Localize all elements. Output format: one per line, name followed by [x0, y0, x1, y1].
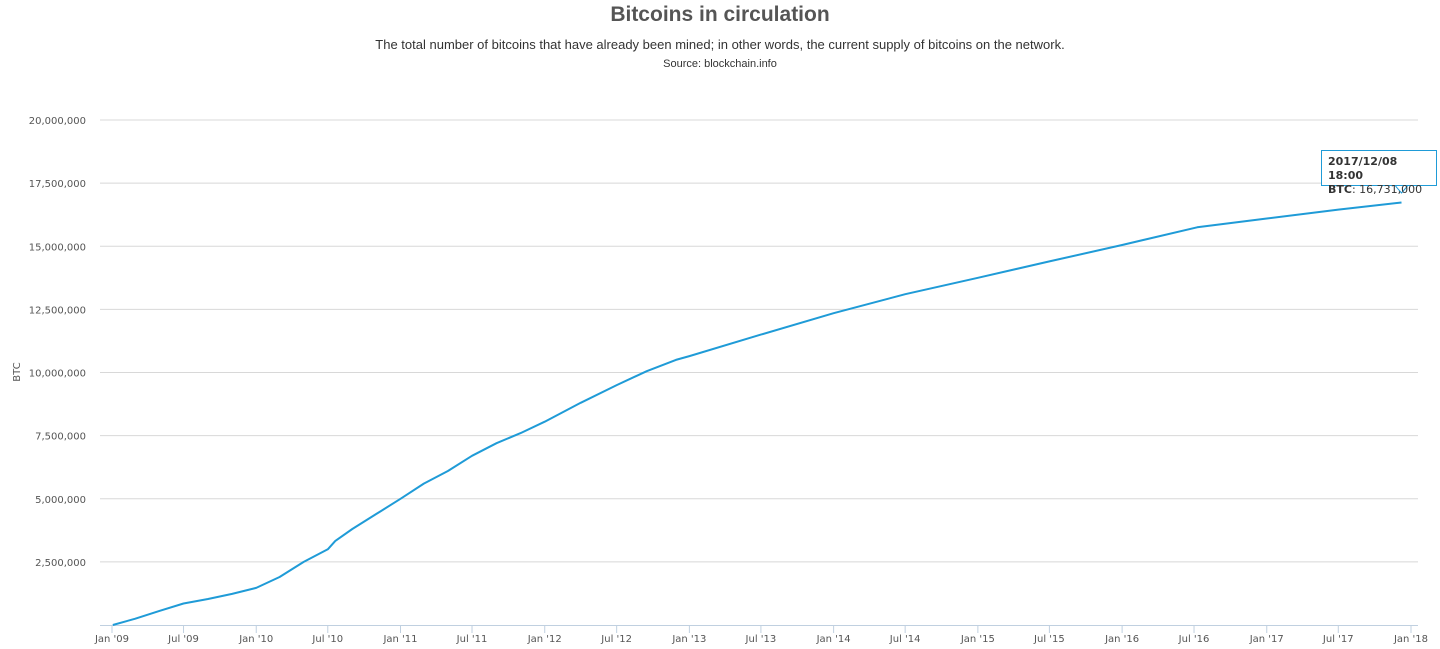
y-tick-label: 5,000,000 [35, 495, 86, 506]
x-tick-label: Jan '13 [671, 634, 706, 645]
tooltip: 2017/12/08 18:00 BTC: 16,731,000 [1321, 150, 1437, 196]
chart-source: Source: blockchain.info [663, 58, 777, 70]
x-tick-label: Jan '17 [1249, 634, 1284, 645]
tooltip-pointer [1395, 185, 1408, 194]
tooltip-value: 16,731,000 [1359, 183, 1423, 196]
x-tick-label: Jul '17 [1322, 634, 1354, 645]
x-tick-label: Jul '13 [745, 634, 777, 645]
x-tick-label: Jul '11 [456, 634, 488, 645]
x-tick-label: Jul '10 [311, 634, 343, 645]
chart-subtitle: The total number of bitcoins that have a… [375, 37, 1065, 52]
tooltip-date: 2017/12/08 18:00 [1328, 155, 1398, 182]
x-tick-label: Jul '15 [1033, 634, 1065, 645]
x-tick-label: Jan '11 [382, 634, 417, 645]
y-tick-label: 12,500,000 [29, 305, 86, 316]
y-tick-label: 15,000,000 [29, 242, 86, 253]
tooltip-series-label: BTC [1328, 183, 1352, 196]
chart-title: Bitcoins in circulation [610, 3, 830, 26]
x-tick-label: Jan '15 [960, 634, 995, 645]
y-axis-title: BTC [12, 362, 23, 381]
series-line-btc [112, 201, 1402, 626]
y-tick-label: 17,500,000 [29, 179, 86, 190]
x-tick-label: Jul '14 [889, 634, 921, 645]
x-tick-label: Jan '12 [527, 634, 562, 645]
y-tick-label: 2,500,000 [35, 558, 86, 569]
x-tick-label: Jan '16 [1104, 634, 1139, 645]
x-tick-label: Jul '09 [167, 634, 199, 645]
x-tick-label: Jan '14 [816, 634, 851, 645]
x-tick-label: Jul '16 [1178, 634, 1210, 645]
x-tick-label: Jan '10 [238, 634, 273, 645]
y-tick-label: 10,000,000 [29, 369, 86, 380]
x-tick-label: Jan '09 [94, 634, 129, 645]
x-tick-label: Jul '12 [600, 634, 632, 645]
y-tick-label: 7,500,000 [35, 432, 86, 443]
x-tick-label: Jan '18 [1393, 634, 1428, 645]
y-tick-label: 20,000,000 [29, 116, 86, 127]
